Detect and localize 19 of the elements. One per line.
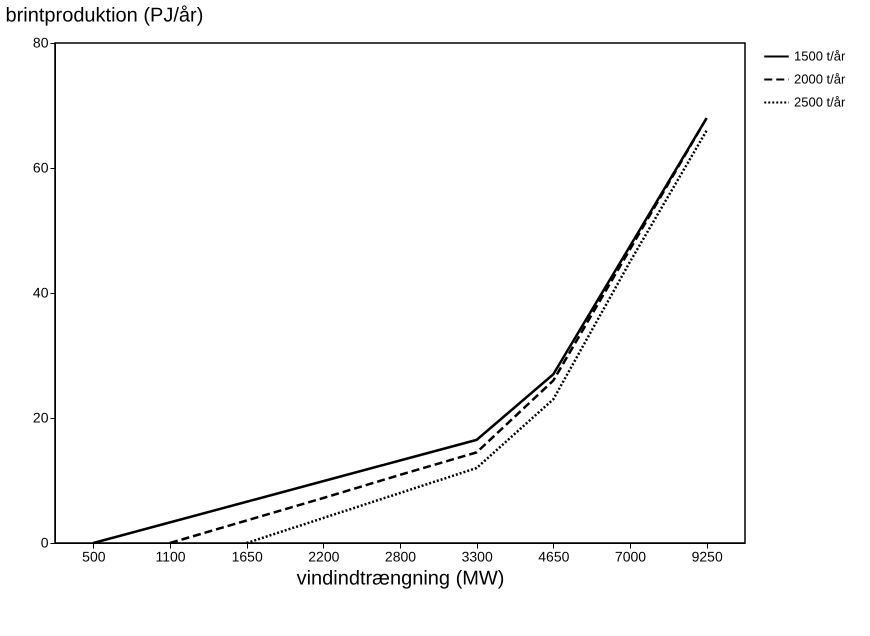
y-tick-label: 20: [32, 410, 49, 426]
x-tick-label: 2800: [384, 548, 416, 564]
legend-label: 2500 t/år: [794, 94, 846, 110]
legend-label: 1500 t/år: [794, 48, 846, 64]
x-tick-label: 7000: [614, 548, 646, 564]
legend-label: 2000 t/år: [794, 72, 846, 86]
y-tick-label: 60: [32, 160, 49, 176]
x-tick-label: 4650: [538, 548, 570, 564]
x-tick-label: 2200: [308, 548, 340, 564]
x-tick-label: 1100: [155, 548, 186, 564]
x-axis-title: vindindtrængning (MW): [296, 568, 504, 590]
y-tick-label: 80: [32, 34, 49, 50]
y-axis-title: brintproduktion (PJ/år): [6, 4, 204, 26]
y-tick-label: 40: [32, 284, 49, 300]
x-tick-label: 500: [82, 548, 106, 564]
y-tick-label: 0: [40, 534, 49, 550]
x-tick-label: 1650: [232, 548, 263, 564]
x-tick-label: 3300: [462, 548, 493, 564]
x-tick-label: 9250: [692, 548, 723, 564]
